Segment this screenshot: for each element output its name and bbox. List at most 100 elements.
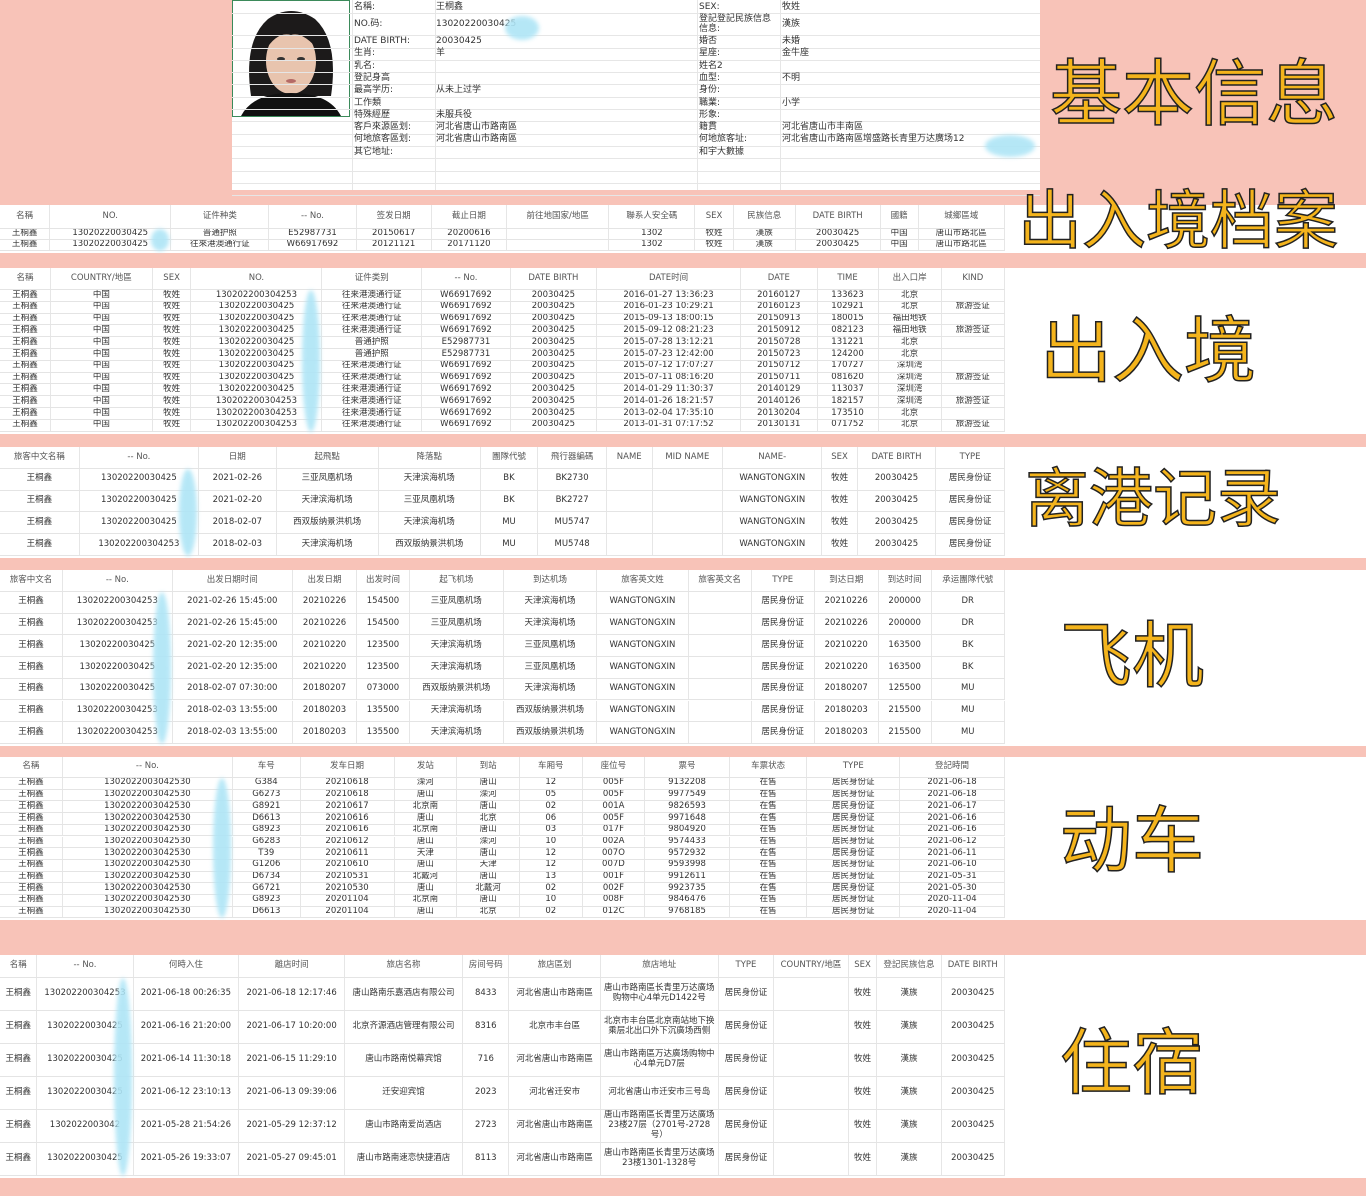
table-cell[interactable]: 20210610 <box>301 859 395 871</box>
table-cell[interactable]: 往來港澳通行证 <box>171 240 270 250</box>
table-cell[interactable]: 13020220030425 <box>63 678 173 700</box>
table-cell[interactable]: 10 <box>520 836 583 848</box>
table-cell[interactable]: WANGTONGXIN <box>597 613 689 635</box>
table-cell[interactable] <box>942 384 1005 396</box>
table-cell[interactable]: 13020220030425 <box>191 313 323 325</box>
table-cell[interactable]: MU <box>932 678 1005 700</box>
table-cell[interactable]: 天津 <box>457 859 520 871</box>
column-header[interactable]: 聯系人安全碼 <box>609 205 696 228</box>
table-cell[interactable]: 西双版纳景洪机场 <box>379 534 481 555</box>
table-cell[interactable]: D6734 <box>233 871 301 883</box>
table-cell[interactable]: 在售 <box>730 824 808 836</box>
table-cell[interactable]: 王桐鑫 <box>0 229 51 239</box>
table-cell[interactable]: 20030425 <box>511 290 597 301</box>
table-cell[interactable]: 漢族 <box>734 240 796 250</box>
table-cell[interactable]: 三亚凤凰机场 <box>410 592 504 613</box>
table-cell[interactable]: DR <box>932 613 1005 635</box>
table-cell[interactable]: 天津滨海机场 <box>504 592 598 613</box>
table-cell[interactable]: 1302022003042530 <box>63 789 234 801</box>
table-cell[interactable]: 124200 <box>818 349 879 360</box>
column-header[interactable]: 旅客英文名 <box>689 570 752 591</box>
table-cell[interactable]: BK <box>481 469 539 490</box>
table-cell[interactable]: 滦河 <box>395 778 458 789</box>
table-cell[interactable]: 20030425 <box>511 313 597 325</box>
table-cell[interactable]: 2018-02-03 13:55:00 <box>173 700 294 722</box>
table-cell[interactable]: 13020220030425 <box>191 372 323 384</box>
table-cell[interactable]: 2021-02-20 12:35:00 <box>173 657 294 678</box>
table-cell[interactable]: 1302022003042530 <box>63 813 234 824</box>
table-cell[interactable]: 中国 <box>51 419 153 431</box>
column-header[interactable]: 城鄉區域 <box>919 205 1005 228</box>
table-cell[interactable]: 20210616 <box>301 813 395 824</box>
table-cell[interactable]: 2021-06-18 00:26:35 <box>134 978 240 1010</box>
table-cell[interactable] <box>689 592 752 613</box>
table-cell[interactable]: 居民身份证 <box>719 1110 775 1142</box>
table-cell[interactable] <box>942 337 1005 348</box>
table-cell[interactable]: 13020220030425 <box>80 512 199 534</box>
table-cell[interactable]: 20030425 <box>942 1011 1005 1043</box>
table-cell[interactable]: W66917692 <box>422 384 511 396</box>
table-cell[interactable]: 王桐鑫 <box>0 360 51 372</box>
table-cell[interactable]: 中国 <box>51 396 153 407</box>
table-cell[interactable]: 漢族 <box>877 1077 942 1109</box>
table-cell[interactable]: BK <box>932 657 1005 678</box>
table-cell[interactable]: 13020220030425 <box>191 360 323 372</box>
table-cell[interactable]: W66917692 <box>422 313 511 325</box>
table-cell[interactable]: 旅游签证 <box>942 372 1005 384</box>
table-cell[interactable]: 2021-06-17 <box>900 801 1005 813</box>
table-cell[interactable]: 06 <box>520 813 583 824</box>
table-cell[interactable] <box>689 722 752 743</box>
table-cell[interactable]: 215500 <box>879 700 932 722</box>
table-cell[interactable]: 牧姓 <box>849 1044 878 1076</box>
table-cell[interactable]: 王桐鑫 <box>0 778 63 789</box>
table-cell[interactable]: 2021-05-27 09:45:01 <box>239 1143 345 1175</box>
table-cell[interactable]: 普通护照 <box>322 349 423 360</box>
table-cell[interactable]: 牧姓 <box>849 1077 878 1109</box>
table-cell[interactable]: 20140129 <box>741 384 818 396</box>
column-header[interactable]: 名稱 <box>0 955 38 977</box>
table-cell[interactable]: 20171120 <box>432 240 508 250</box>
table-cell[interactable]: 071752 <box>818 419 879 431</box>
table-cell[interactable]: 20030425 <box>511 419 597 431</box>
table-cell[interactable]: 王桐鑫 <box>0 396 51 407</box>
table-cell[interactable]: 往来港澳通行证 <box>322 325 423 337</box>
table-cell[interactable]: 牧姓 <box>153 337 192 348</box>
table-cell[interactable]: 牧姓 <box>153 372 192 384</box>
table-cell[interactable]: 天津滨海机场 <box>379 469 481 490</box>
table-cell[interactable]: 河北省唐山市路南區 <box>509 1110 601 1142</box>
column-header[interactable]: -- No. <box>80 447 199 468</box>
table-cell[interactable]: 2014-01-26 18:21:57 <box>597 396 742 407</box>
table-cell[interactable] <box>507 240 610 250</box>
table-cell[interactable]: 1302022003042 <box>37 1110 134 1142</box>
column-header[interactable]: MID NAME <box>653 447 724 468</box>
table-cell[interactable]: 在售 <box>730 895 808 906</box>
table-cell[interactable]: 王桐鑫 <box>0 419 51 431</box>
table-cell[interactable]: 200000 <box>879 592 932 613</box>
table-cell[interactable]: 王桐鑫 <box>0 789 63 801</box>
table-cell[interactable]: MU5747 <box>538 512 607 534</box>
column-header[interactable]: 截止日期 <box>432 205 508 228</box>
table-cell[interactable]: 1302022003042530 <box>63 871 234 883</box>
table-cell[interactable]: 王桐鑫 <box>0 469 80 490</box>
table-cell[interactable]: 牧姓 <box>695 240 734 250</box>
table-cell[interactable]: 王桐鑫 <box>0 978 38 1010</box>
column-header[interactable]: DATE <box>741 268 818 289</box>
column-header[interactable]: TYPE <box>936 447 1005 468</box>
table-cell[interactable]: 13020220030425 <box>191 301 323 313</box>
table-cell[interactable]: 王桐鑫 <box>0 883 63 894</box>
table-cell[interactable]: 北京南 <box>395 824 458 836</box>
table-cell[interactable]: MU5748 <box>538 534 607 555</box>
table-cell[interactable]: 旅游签证 <box>942 396 1005 407</box>
table-cell[interactable]: 王桐鑫 <box>0 895 63 906</box>
table-cell[interactable]: 13020220030425 <box>80 490 199 512</box>
column-header[interactable]: 登記民族信息 <box>877 955 942 977</box>
table-cell[interactable]: 牧姓 <box>153 396 192 407</box>
table-cell[interactable]: 2013-02-04 17:35:10 <box>597 408 742 419</box>
table-cell[interactable]: 河北省唐山市路南區 <box>509 1044 601 1076</box>
table-cell[interactable]: 20150617 <box>357 229 432 239</box>
table-cell[interactable]: 154500 <box>357 613 410 635</box>
table-cell[interactable]: G8923 <box>233 895 301 906</box>
table-cell[interactable]: 王桐鑫 <box>0 534 80 555</box>
table-cell[interactable]: 王桐鑫 <box>0 635 64 657</box>
table-cell[interactable]: 20201104 <box>301 906 395 918</box>
